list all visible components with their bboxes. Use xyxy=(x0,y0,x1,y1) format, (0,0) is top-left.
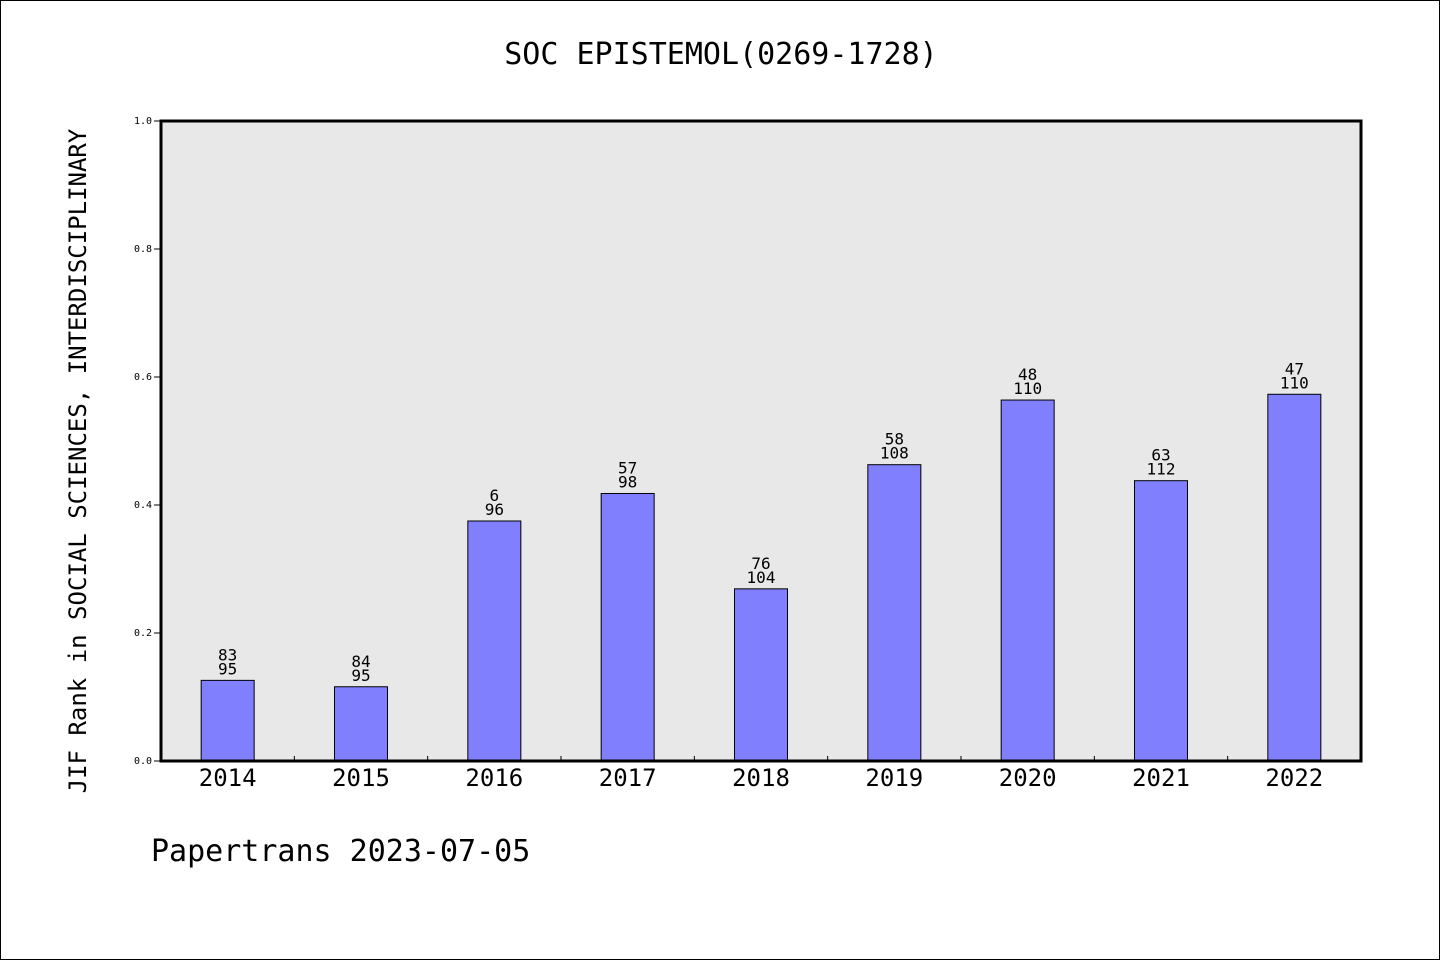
bar xyxy=(1000,399,1055,762)
footer-credit: Papertrans 2023-07-05 xyxy=(151,834,531,869)
y-tick-label: 0.2 xyxy=(134,628,152,639)
x-tick-label: 2014 xyxy=(199,764,257,792)
bar xyxy=(1267,393,1322,762)
bar xyxy=(734,588,788,762)
bar-total-label: 95 xyxy=(351,666,370,685)
bar xyxy=(600,492,655,762)
bar-total-label: 96 xyxy=(485,500,504,519)
bar-total-label: 104 xyxy=(747,568,776,587)
chart-title: SOC EPISTEMOL(0269-1728) xyxy=(504,37,938,72)
y-tick-label: 0.6 xyxy=(134,372,152,383)
x-tick-label: 2016 xyxy=(465,764,523,792)
x-tick-label: 2020 xyxy=(999,764,1057,792)
bar-total-label: 108 xyxy=(880,444,909,463)
y-tick-label: 1.0 xyxy=(134,116,152,127)
bar-total-label: 112 xyxy=(1147,460,1176,479)
plot-border xyxy=(159,119,1363,763)
bar xyxy=(1134,480,1188,762)
bar-rank-label: 83 xyxy=(218,645,237,664)
bar-rank-label: 48 xyxy=(1018,365,1037,384)
bar-rank-label: 58 xyxy=(885,430,904,449)
bar-rank-label: 76 xyxy=(751,554,770,573)
bar xyxy=(334,686,388,762)
bar-rank-label: 84 xyxy=(351,652,370,671)
bar-total-label: 95 xyxy=(218,659,237,678)
bar-total-label: 110 xyxy=(1013,379,1042,398)
x-tick-label: 2019 xyxy=(865,764,923,792)
bar-total-label: 98 xyxy=(618,472,637,491)
x-tick-label: 2015 xyxy=(332,764,390,792)
bar-rank-label: 63 xyxy=(1151,446,1170,465)
y-tick-label: 0.8 xyxy=(134,244,152,255)
bar-rank-label: 47 xyxy=(1285,359,1304,378)
x-tick-label: 2018 xyxy=(732,764,790,792)
x-tick-label: 2021 xyxy=(1132,764,1190,792)
y-tick-label: 0.0 xyxy=(134,756,152,767)
x-tick-label: 2022 xyxy=(1265,764,1323,792)
bar xyxy=(867,464,922,762)
bar-total-label: 110 xyxy=(1280,373,1309,392)
x-tick-label: 2017 xyxy=(599,764,657,792)
bar xyxy=(200,679,255,762)
bar-rank-label: 6 xyxy=(490,486,500,505)
bar-rank-label: 57 xyxy=(618,458,637,477)
bar xyxy=(467,520,522,762)
y-tick-label: 0.4 xyxy=(134,500,152,511)
